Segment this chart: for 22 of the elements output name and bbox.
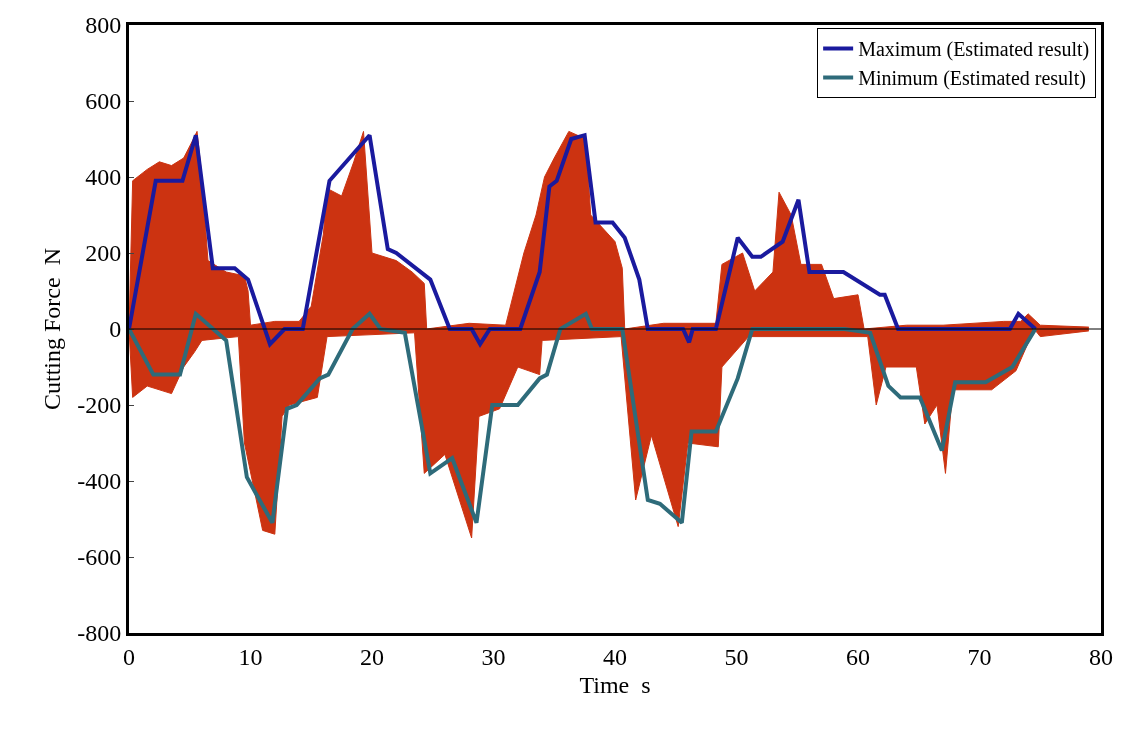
x-tick-label: 80	[1089, 643, 1113, 670]
x-tick-label: 10	[238, 643, 263, 670]
y-tick-label: 0	[109, 316, 122, 343]
y-tick-label: 200	[85, 240, 122, 267]
y-tick-label: -200	[77, 392, 122, 419]
x-tick-label: 60	[846, 643, 870, 670]
legend-label: Maximum (Estimated result)	[858, 38, 1090, 62]
y-tick-label: -800	[77, 620, 122, 647]
x-tick-label: 40	[603, 643, 627, 670]
y-tick-label: 400	[85, 164, 122, 191]
y-tick-label: 800	[85, 12, 122, 39]
x-tick-label: 70	[967, 643, 992, 670]
x-tick-label: 30	[481, 643, 506, 670]
x-tick-label: 20	[360, 643, 384, 670]
y-axis-title: Cutting Force N	[39, 248, 66, 410]
x-tick-label: 50	[724, 643, 749, 670]
y-tick-label: -400	[77, 468, 122, 495]
x-axis-title: Time s	[579, 672, 651, 699]
line-series	[129, 311, 1038, 525]
y-tick-label: -600	[77, 544, 122, 571]
y-tick-label: 600	[85, 88, 122, 115]
legend-label: Minimum (Estimated result)	[858, 67, 1086, 91]
